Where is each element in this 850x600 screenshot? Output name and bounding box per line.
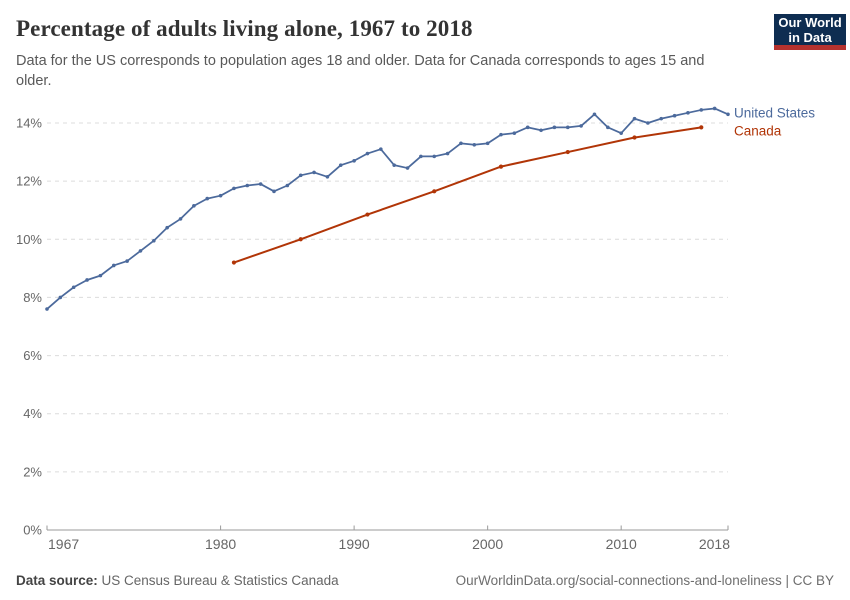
data-point-united-states-1976 [165,225,169,230]
data-point-united-states-1995 [419,154,423,159]
data-point-canada-2001 [498,164,504,169]
data-point-united-states-2016 [699,108,704,112]
data-point-united-states-1978 [192,204,196,208]
data-point-united-states-2004 [539,128,543,133]
data-point-united-states-1980 [218,193,223,198]
data-point-canada-1981 [231,260,237,265]
chart-footer: Data source: US Census Bureau & Statisti… [16,573,834,588]
data-point-united-states-1973 [125,259,129,263]
data-point-united-states-2017 [712,106,717,111]
data-source-label: Data source: [16,573,98,588]
data-point-united-states-2008 [592,112,597,117]
chart-subtitle: Data for the US corresponds to populatio… [16,53,705,89]
data-point-canada-1996 [432,189,437,194]
data-source: Data source: US Census Bureau & Statisti… [16,573,339,588]
y-tick-label-14: 14% [16,116,42,131]
owid-logo: Our World in Data [774,14,846,50]
data-point-united-states-2010 [619,131,623,135]
y-tick-label-6: 6% [23,348,42,363]
y-tick-label-10: 10% [16,232,42,247]
y-tick-label-4: 4% [23,406,42,421]
data-point-united-states-1998 [459,141,463,146]
data-point-united-states-2003 [525,125,530,130]
x-tick-label-1967: 1967 [48,536,79,552]
data-point-united-states-1968 [58,295,63,300]
owid-logo-line2: in Data [788,29,832,45]
data-point-united-states-1987 [312,170,316,175]
y-tick-label-2: 2% [23,464,42,479]
x-tick-label-2000: 2000 [472,536,503,552]
data-point-united-states-1989 [338,163,343,167]
owid-logo-line1: Our World [778,14,842,30]
data-point-united-states-1971 [98,273,103,278]
data-point-united-states-1986 [298,173,303,178]
data-point-united-states-2005 [552,125,557,130]
data-point-united-states-1982 [245,183,250,188]
x-tick-label-2018: 2018 [699,536,730,552]
data-point-united-states-2012 [646,121,650,125]
data-point-united-states-1996 [432,154,437,159]
data-point-united-states-1999 [472,143,477,147]
data-point-united-states-1979 [205,196,210,201]
data-point-canada-2011 [632,135,637,140]
data-point-canada-1991 [365,212,370,217]
series-label-united-states: United States [734,106,815,121]
y-tick-label-12: 12% [16,174,42,189]
series-line-canada [232,126,703,264]
data-point-united-states-1994 [405,166,410,170]
data-point-canada-1986 [298,237,303,242]
data-point-united-states-1970 [85,278,89,282]
data-point-united-states-1974 [138,249,143,253]
data-point-united-states-2007 [579,124,583,128]
data-point-united-states-2018 [726,112,730,117]
data-point-united-states-1975 [152,238,156,243]
data-point-united-states-2000 [485,141,490,146]
data-point-united-states-2011 [632,116,637,121]
data-point-united-states-1990 [352,158,356,163]
x-tick-label-1980: 1980 [205,536,236,552]
data-point-canada-2006 [565,149,570,155]
y-tick-label-0: 0% [23,523,42,538]
data-point-united-states-1988 [325,174,330,179]
data-point-united-states-1984 [272,189,276,194]
data-point-united-states-2001 [499,132,503,137]
x-tick-label-1990: 1990 [339,536,370,552]
data-point-united-states-1977 [178,217,183,221]
data-point-canada-2016 [699,125,704,130]
series-label-canada: Canada [734,124,782,139]
data-point-united-states-2014 [672,113,677,118]
data-point-united-states-1981 [232,186,236,191]
data-point-united-states-1967 [45,307,49,311]
data-point-united-states-1993 [392,163,396,167]
credit-link[interactable]: OurWorldinData.org/social-connections-an… [455,573,834,588]
data-point-united-states-1969 [71,285,76,290]
data-point-united-states-2009 [606,125,610,130]
data-point-united-states-2006 [565,125,570,130]
data-point-united-states-1997 [445,151,450,156]
data-point-united-states-2015 [686,111,690,115]
data-point-united-states-1991 [365,151,370,156]
data-point-united-states-1992 [379,147,383,151]
chart-title: Percentage of adults living alone, 1967 … [16,16,473,41]
data-point-united-states-2013 [659,116,664,121]
y-tick-label-8: 8% [23,290,42,305]
data-point-united-states-1983 [258,182,263,186]
data-point-united-states-1985 [285,183,290,188]
data-point-united-states-1972 [111,263,116,268]
data-source-text: US Census Bureau & Statistics Canada [97,573,339,588]
x-tick-label-2010: 2010 [606,536,637,552]
series-line-united-states [46,107,729,310]
data-point-united-states-2002 [512,131,517,135]
